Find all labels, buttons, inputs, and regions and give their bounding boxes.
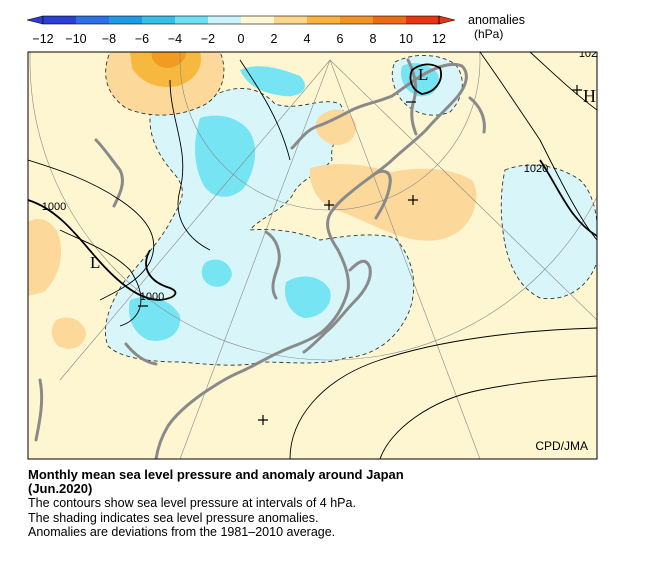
anomaly-cell-siberia-moderate [130,52,202,88]
coast-korea [264,230,281,300]
coast-taiwan [124,342,158,366]
isobar-1020-bold [539,159,597,237]
coast-kamchatka [468,96,486,134]
colorbar-cell [175,16,209,24]
caption-line-average: Anomalies are deviations from the 1981–2… [28,525,336,539]
meridian-1 [59,59,331,381]
latitude-ring-inner [179,52,481,211]
meridian-4 [329,59,481,459]
colorbar-tick-label: −10 [65,32,86,46]
credit-label: CPD/JMA [535,439,588,453]
colorbar-tick-label: −12 [32,32,53,46]
colorbar-ticks: −12 −10 −8 −6 −4 −2 0 2 4 6 8 10 12 [32,32,446,46]
latitude-ring-middle [29,52,597,361]
isobar-south-2 [379,375,597,459]
legend-title: anomalies [468,13,525,27]
isobar-1020 [479,52,597,241]
caption-line-contours: The contours show sea level pressure at … [28,496,356,510]
contour-label-1020: 1020 [524,163,548,175]
colorbar-cell [76,16,110,24]
coast-hokkaido [370,169,392,220]
colorbar-cell [373,16,407,24]
coast-lake-baikal [94,138,124,208]
anomaly-cell-china-south [128,296,181,341]
colorbar-tick-label: 4 [304,32,311,46]
anomaly-cell-mongolia [195,115,256,197]
colorbar-tick-label: 10 [399,32,413,46]
anomaly-cell-himalaya [51,317,86,349]
anomaly-cell-okhotsk-west [315,109,357,146]
marker-pacific [572,85,582,95]
anomaly-region-japan-sea-positive [309,164,477,241]
colorbar-cell [43,16,77,24]
colorbar-tick-label: 0 [238,32,245,46]
strong-negative-anomaly-regions [128,63,439,341]
marker-south [258,415,268,425]
pressure-centers: L L H [90,65,596,272]
contour-label-102: 102 [579,48,597,60]
isobar-north [239,59,291,161]
colorbar-tick-label: −6 [135,32,149,46]
anomaly-colorbar: −12 −10 −8 −6 −4 −2 0 2 4 6 8 10 12 anomalies (hPa) [26,13,525,46]
anomaly-region-pacific-negative [500,164,597,300]
colorbar-tick-label: 2 [271,32,278,46]
high-center-pacific: H [583,86,596,106]
caption-line-shading: The shading indicates sea level pressure… [28,510,319,525]
colorbar-cell [208,16,242,24]
colorbar-tick-label: −2 [201,32,215,46]
coast-asia-mainland [154,62,468,459]
isobar-sakhalin-low [409,63,442,95]
meridian-3 [329,59,597,321]
colorbar-cell [274,16,308,24]
colorbar-cell [142,16,176,24]
colorbar-cell [406,16,440,24]
isobar-1024 [529,52,597,111]
colorbar-cell [241,16,275,24]
contour-label-1000-west: 1000 [42,201,66,213]
colorbar-cell [109,16,143,24]
anomaly-cell-siberia-strong [151,52,186,68]
anomaly-region-west-positive [28,218,62,296]
legend-unit: (hPa) [474,27,503,41]
caption-title: Monthly mean sea level pressure and anom… [28,467,404,482]
isobar-1 [28,159,155,301]
colorbar-tick-label: −8 [102,32,116,46]
colorbar-tick-label: 8 [370,32,377,46]
meridian-2 [179,59,331,459]
isobars [28,52,597,459]
map-frame [27,51,598,460]
sea-level-pressure-map: 1000 1000 1020 102 L L H CPD/JMA [27,48,598,460]
anomaly-cell-korea-south [284,276,331,318]
colorbar-cell [307,16,341,24]
contour-label-1000-south: 1000 [140,291,164,303]
map-caption: Monthly mean sea level pressure and anom… [28,468,628,540]
graticule [29,52,597,459]
colorbar-tick-label: 6 [337,32,344,46]
coast-southeast-asia [34,378,44,442]
low-center-sakhalin: L [418,65,428,84]
center-markers [138,85,582,425]
positive-anomaly-regions [28,52,477,349]
anomaly-cell-yellow-sea [201,259,232,287]
marker-japan-sea [408,195,418,205]
colorbar-tick-label: −4 [168,32,182,46]
colorbar-frame [42,15,440,25]
colorbar-tick-label: 12 [432,32,446,46]
isobars-bold [28,63,597,301]
coast-japan-honshu [302,259,372,354]
marker-korea [324,200,334,210]
contour-labels: 1000 1000 1020 102 [42,48,597,303]
low-center-west: L [90,253,100,272]
caption-period: (Jun.2020) [28,481,93,496]
isobar-south-1 [289,327,597,459]
colorbar-cells [26,15,456,25]
isobar-mid [169,79,211,251]
isobar-1000 [28,199,177,301]
colorbar-cell [340,16,374,24]
anomaly-cell-siberia [240,66,305,97]
